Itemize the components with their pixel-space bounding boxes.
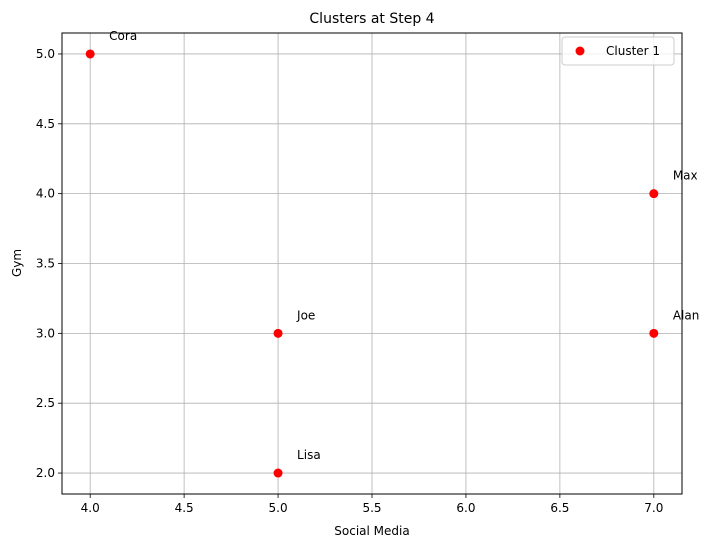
point-label: Max	[673, 169, 698, 183]
scatter-point	[85, 49, 95, 59]
y-tick-label: 3.0	[36, 326, 55, 340]
legend-label: Cluster 1	[606, 44, 660, 58]
data-points	[85, 49, 659, 478]
y-tick-label: 2.0	[36, 466, 55, 480]
y-tick-label: 3.5	[36, 257, 55, 271]
scatter-point	[273, 328, 283, 338]
point-label: Alan	[673, 308, 700, 322]
x-tick-label: 7.0	[644, 501, 663, 515]
x-tick-label: 4.5	[175, 501, 194, 515]
scatter-point	[649, 328, 659, 338]
x-tick-label: 5.0	[269, 501, 288, 515]
point-labels: Cora Max Joe Alan Lisa	[109, 29, 699, 462]
legend-box	[561, 36, 675, 66]
x-tick-label: 6.5	[550, 501, 569, 515]
legend: Cluster 1	[561, 36, 675, 66]
scatter-point	[273, 468, 283, 478]
point-label: Lisa	[297, 448, 321, 462]
y-tick-label: 5.0	[36, 47, 55, 61]
y-axis-label: Gym	[10, 249, 24, 277]
y-tick-label: 4.5	[36, 117, 55, 131]
x-axis-label: Social Media	[334, 524, 409, 538]
x-tick-label: 5.5	[362, 501, 381, 515]
grid-lines	[62, 33, 682, 494]
x-tick-label: 4.0	[81, 501, 100, 515]
y-tick-label: 2.5	[36, 396, 55, 410]
point-label: Joe	[296, 308, 315, 322]
x-tick-label: 6.0	[456, 501, 475, 515]
chart-title: Clusters at Step 4	[309, 11, 434, 27]
axis-ticks: 4.0 4.5 5.0 5.5 6.0 6.5 7.0 2.0 2.5 3.0 3.5 4.0 4.5 5…	[36, 47, 663, 515]
scatter-point	[649, 189, 659, 199]
point-label: Cora	[109, 29, 137, 43]
y-tick-label: 4.0	[36, 187, 55, 201]
legend-marker	[575, 46, 585, 56]
